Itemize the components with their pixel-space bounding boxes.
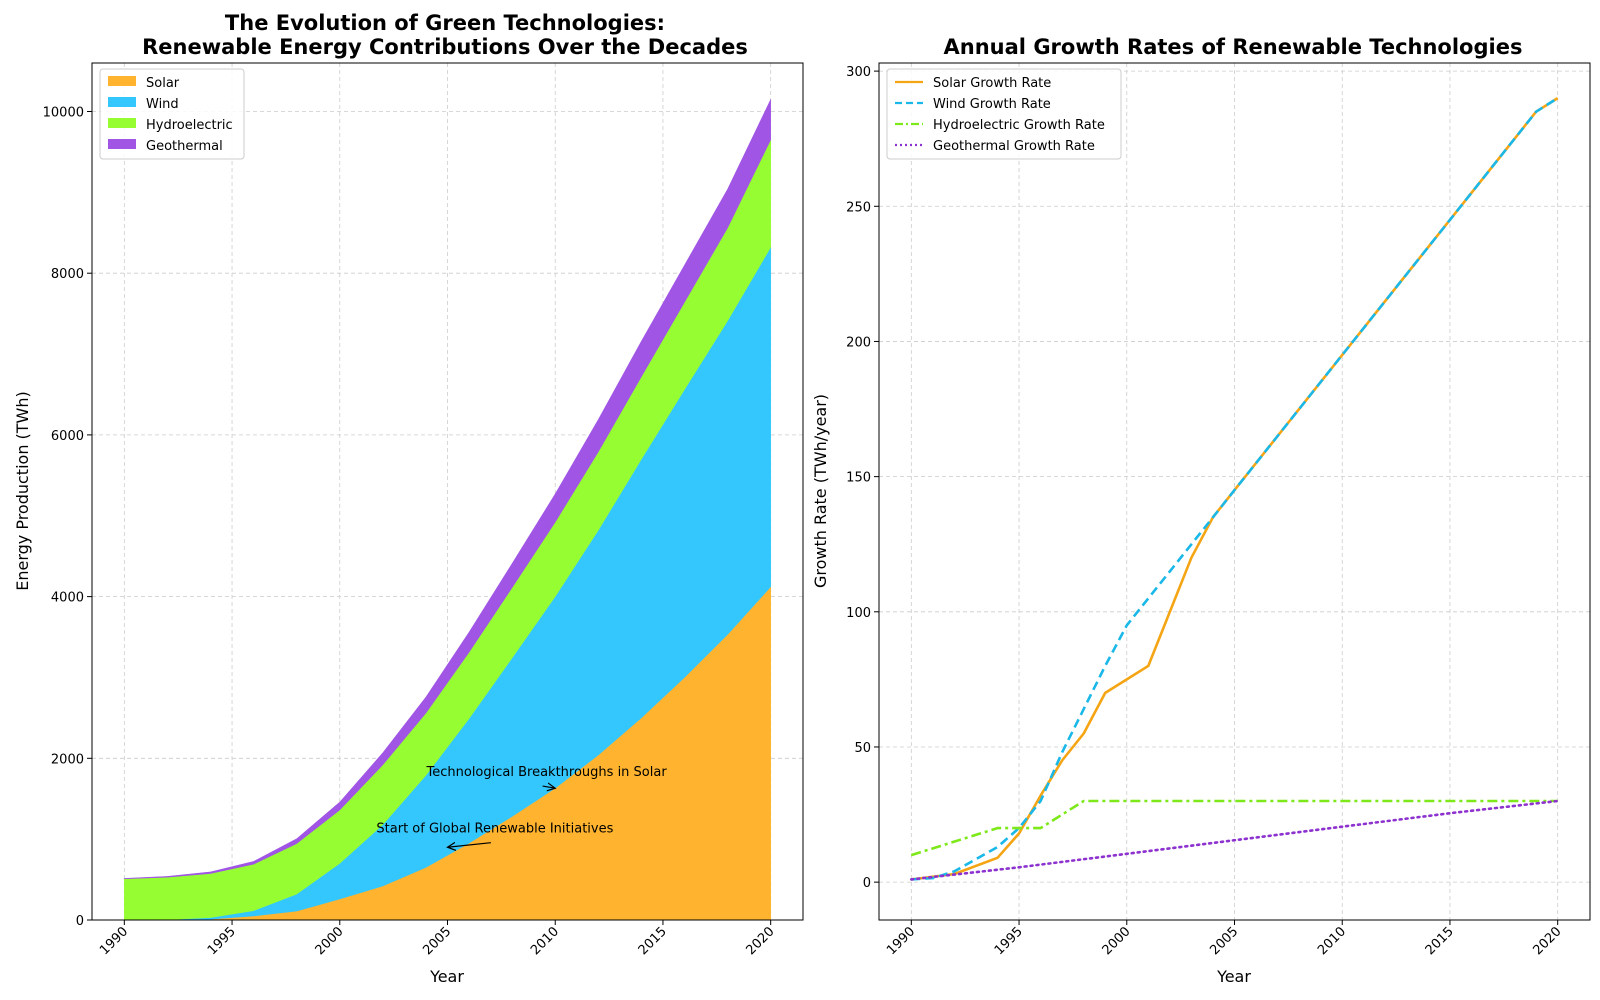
geothermal-area: [124, 99, 771, 880]
wind-legend-label: Wind: [146, 97, 179, 112]
annotation-arrow: [542, 786, 556, 788]
chart-title-line-2: Renewable Energy Contributions Over the …: [142, 35, 748, 59]
y-tick-label: 50: [854, 741, 871, 756]
x-tick-label: 2015: [1423, 924, 1457, 958]
annotation-label: Start of Global Renewable Initiatives: [376, 822, 613, 837]
x-axis-label: Year: [429, 967, 464, 986]
x-axis-ticks: 1990 1995 2000 2005 2010 2015 2020: [884, 920, 1565, 958]
y-tick-label: 150: [846, 471, 871, 486]
line-series: [909, 96, 1559, 881]
y-tick-label: 4000: [51, 591, 84, 606]
x-axis-ticks: 1990 1995 2000 2005 2010 2015 2020: [97, 920, 778, 958]
geothermal-growth-rate-legend-label: Geothermal Growth Rate: [933, 139, 1095, 154]
annotation-arrow: [448, 843, 491, 848]
legend-box: [886, 68, 1122, 160]
y-tick-label: 250: [846, 200, 871, 215]
solar-growth-rate-line: [911, 96, 1559, 881]
x-axis-label: Year: [1216, 967, 1251, 986]
x-tick-label: 2000: [1100, 924, 1134, 958]
x-tick-label: 1995: [205, 924, 239, 958]
legend: Solar Growth Rate Wind Growth Rate Hydroel…: [886, 68, 1122, 160]
x-tick-label: 2020: [744, 924, 778, 958]
solar-legend-label: Solar: [146, 76, 180, 91]
wind-growth-rate-legend-label: Wind Growth Rate: [933, 97, 1051, 112]
hydroelectric-legend-label: Hydroelectric: [146, 118, 233, 133]
y-tick-label: 8000: [51, 267, 84, 282]
chart-title-line-1: The Evolution of Green Technologies:: [225, 11, 665, 35]
chart-title: Annual Growth Rates of Renewable Technol…: [944, 35, 1523, 59]
y-tick-label: 200: [846, 335, 871, 350]
x-tick-label: 2000: [313, 924, 347, 958]
x-tick-label: 2010: [1315, 924, 1349, 958]
x-tick-label: 1990: [97, 924, 131, 958]
x-tick-label: 1990: [884, 924, 918, 958]
legend-box: [99, 68, 245, 160]
geothermal-growth-rate-line: [909, 799, 1559, 881]
stacked-area-chart: The Evolution of Green Technologies: Ren…: [13, 11, 804, 986]
legend: Solar Wind Hydroelectric Geothermal: [99, 68, 245, 160]
growth-rate-line-chart: Annual Growth Rates of Renewable Technol…: [811, 35, 1591, 986]
wind-legend-swatch: [108, 97, 136, 107]
hydroelectric-legend-swatch: [108, 118, 136, 128]
y-tick-label: 100: [846, 606, 871, 621]
annotation-label: Technological Breakthroughs in Solar: [426, 765, 668, 780]
x-tick-label: 2010: [528, 924, 562, 958]
grid-lines: [879, 63, 1590, 920]
y-tick-label: 0: [76, 914, 84, 929]
x-tick-label: 2015: [636, 924, 670, 958]
x-tick-label: 2005: [1207, 924, 1241, 958]
annotations: Technological Breakthroughs in Solar Star…: [376, 765, 667, 847]
area-series: [124, 99, 771, 921]
y-axis-ticks: 0 2000 4000 6000 8000 10000: [43, 106, 92, 929]
hydroelectric-growth-rate-legend-label: Hydroelectric Growth Rate: [933, 118, 1105, 133]
geothermal-legend-swatch: [108, 139, 136, 149]
wind-growth-rate-line: [911, 96, 1559, 881]
x-tick-label: 2005: [420, 924, 454, 958]
solar-growth-rate-legend-label: Solar Growth Rate: [933, 76, 1051, 91]
x-tick-label: 1995: [992, 924, 1026, 958]
y-axis-label: Energy Production (TWh): [13, 391, 32, 591]
x-tick-label: 2020: [1531, 924, 1565, 958]
solar-legend-swatch: [108, 76, 136, 86]
y-tick-label: 10000: [43, 106, 84, 121]
y-tick-label: 2000: [51, 752, 84, 767]
y-tick-label: 6000: [51, 429, 84, 444]
y-axis-ticks: 0 50 100 150 200 250 300: [846, 65, 879, 891]
y-tick-label: 0: [863, 876, 871, 891]
geothermal-legend-label: Geothermal: [146, 139, 223, 154]
y-axis-label: Growth Rate (TWh/year): [811, 394, 830, 588]
y-tick-label: 300: [846, 65, 871, 80]
